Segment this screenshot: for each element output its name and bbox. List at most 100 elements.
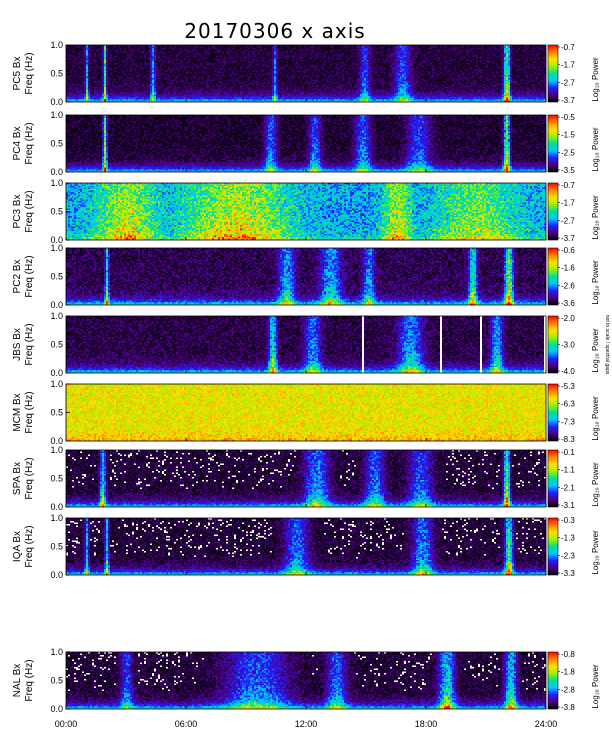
panel-ylabel-freq: Freq (Hz) [24, 52, 35, 94]
y-tick-label: 0.0 [50, 167, 63, 177]
colorbar-tick-label: -3.3 [561, 569, 575, 578]
colorbar-label: Log₁₀ Power [591, 664, 600, 709]
colorbar-tick-label: -3.7 [561, 234, 575, 243]
panel-ylabel-freq: Freq (Hz) [24, 190, 35, 232]
panel-ylabel-freq: Freq (Hz) [24, 122, 35, 164]
colorbar-tick-label: -0.7 [561, 43, 575, 52]
panel-spa: 0.0 0.5 1.0 SPA Bx Freq (Hz) -0.1 -1.1 -2.1 -3.1… [12, 445, 600, 512]
colorbar-label: Log₁₀ Power [591, 195, 600, 240]
y-tick-label: 0.5 [50, 474, 63, 484]
panel-ylabel-freq: Freq (Hz) [24, 255, 35, 297]
y-tick-label: 1.0 [50, 513, 63, 523]
x-tick-label: 12:00 [295, 719, 318, 729]
colorbar-label: Log₁₀ Power [591, 260, 600, 305]
y-tick-label: 0.0 [50, 300, 63, 310]
colorbar-tick-label: -1.8 [561, 668, 575, 677]
panel-ylabel: JBS Bx [12, 328, 23, 361]
y-tick-label: 0.5 [50, 139, 63, 149]
y-tick-label: 0.0 [50, 436, 63, 446]
colorbar-label: Log₁₀ Power [591, 530, 600, 575]
y-tick-label: 1.0 [50, 110, 63, 120]
colorbar-tick-label: -0.7 [561, 181, 575, 190]
colorbar-tick-label: -2.3 [561, 551, 575, 560]
y-tick-label: 0.0 [50, 502, 63, 512]
panel-jbs: 0.0 0.5 1.0 JBS Bx Freq (Hz) -2.0 -3.0 -4.0 Log₁… [12, 311, 610, 378]
colorbar-tick-label: -1.1 [561, 466, 575, 475]
colorbar-note: not to scale / spectral gaps [604, 315, 610, 375]
panel-ylabel: PC2 Bx [12, 260, 23, 294]
spectrogram-pc3 [66, 183, 546, 240]
spectrogram-pc5 [66, 45, 546, 102]
y-tick-label: 0.5 [50, 408, 63, 418]
colorbar [547, 315, 559, 374]
panel-pc4: 0.0 0.5 1.0 PC4 Bx Freq (Hz) -0.5 -1.5 -2.5 -3.5… [12, 110, 600, 177]
colorbar-tick-label: -7.3 [561, 417, 575, 426]
colorbar [547, 44, 559, 103]
colorbar-tick-label: -2.5 [561, 148, 575, 157]
colorbar-tick-label: -8.3 [561, 435, 575, 444]
panel-ylabel: PC3 Bx [12, 195, 23, 229]
spectrogram-mcm [66, 384, 546, 441]
y-tick-label: 1.0 [50, 311, 63, 321]
colorbar-tick-label: -0.1 [561, 448, 575, 457]
panel-ylabel: NAL Bx [12, 664, 23, 698]
y-tick-label: 0.0 [50, 368, 63, 378]
colorbar-tick-label: -2.7 [561, 216, 575, 225]
colorbar-tick-label: -3.8 [561, 703, 575, 712]
spectrogram-pc2 [66, 248, 546, 305]
y-tick-label: 0.5 [50, 207, 63, 217]
time-axis: 00:00 06:00 12:00 18:00 24:00 [55, 719, 558, 729]
colorbar-tick-label: -3.5 [561, 166, 575, 175]
colorbar-tick-label: -1.5 [561, 131, 575, 140]
y-tick-label: 0.5 [50, 340, 63, 350]
colorbar [547, 449, 559, 508]
y-tick-label: 0.0 [50, 97, 63, 107]
panel-ylabel: IQA Bx [12, 531, 23, 562]
panel-iqa: 0.0 0.5 1.0 IQA Bx Freq (Hz) -0.3 -1.3 -2.3 -3.3… [12, 513, 600, 580]
panel-pc5: 0.0 0.5 1.0 PC5 Bx Freq (Hz) -0.7 -1.7 -2.7 -3.7… [12, 40, 600, 107]
panel-ylabel: PC4 Bx [12, 127, 23, 161]
colorbar-label: Log₁₀ Power [591, 396, 600, 441]
panel-ylabel-freq: Freq (Hz) [24, 323, 35, 365]
colorbar-label: Log₁₀ Power [591, 462, 600, 507]
colorbar [547, 517, 559, 576]
panel-pc2: 0.0 0.5 1.0 PC2 Bx Freq (Hz) -0.6 -1.6 -2.6 -3.6… [12, 243, 600, 310]
colorbar-tick-label: -2.1 [561, 483, 575, 492]
colorbar-tick-label: -0.5 [561, 113, 575, 122]
spectrogram-spa [66, 450, 546, 507]
spectrogram-iqa [66, 518, 546, 575]
y-tick-label: 0.0 [50, 570, 63, 580]
panel-pc3: 0.0 0.5 1.0 PC3 Bx Freq (Hz) -0.7 -1.7 -2.7 -3.7… [12, 178, 600, 245]
x-tick-label: 18:00 [415, 719, 438, 729]
x-tick-label: 06:00 [175, 719, 198, 729]
colorbar [547, 182, 559, 241]
colorbar-tick-label: -0.3 [561, 516, 575, 525]
colorbar [547, 651, 559, 710]
colorbar-tick-label: -2.7 [561, 78, 575, 87]
colorbar [547, 383, 559, 442]
colorbar-label: Log₁₀ Power [591, 127, 600, 172]
y-tick-label: 0.0 [50, 235, 63, 245]
panel-ylabel-freq: Freq (Hz) [24, 391, 35, 433]
panel-ylabel-freq: Freq (Hz) [24, 525, 35, 567]
colorbar-tick-label: -1.3 [561, 534, 575, 543]
spectrogram-nal [66, 652, 546, 709]
colorbar-tick-label: -2.6 [561, 281, 575, 290]
colorbar-tick-label: -3.1 [561, 501, 575, 510]
y-tick-label: 0.5 [50, 676, 63, 686]
panel-ylabel-freq: Freq (Hz) [24, 457, 35, 499]
spectrogram-jbs [66, 316, 546, 373]
colorbar-tick-label: -2.8 [561, 685, 575, 694]
y-tick-label: 1.0 [50, 647, 63, 657]
y-tick-label: 0.0 [50, 704, 63, 714]
colorbar-tick-label: -1.7 [561, 61, 575, 70]
y-tick-label: 1.0 [50, 379, 63, 389]
colorbar-tick-label: -4.0 [561, 367, 575, 376]
colorbar-label: Log₁₀ Power [591, 57, 600, 102]
colorbar-tick-label: -3.6 [561, 299, 575, 308]
y-tick-label: 1.0 [50, 178, 63, 188]
spectrogram-pc4 [66, 115, 546, 172]
y-tick-label: 1.0 [50, 40, 63, 50]
